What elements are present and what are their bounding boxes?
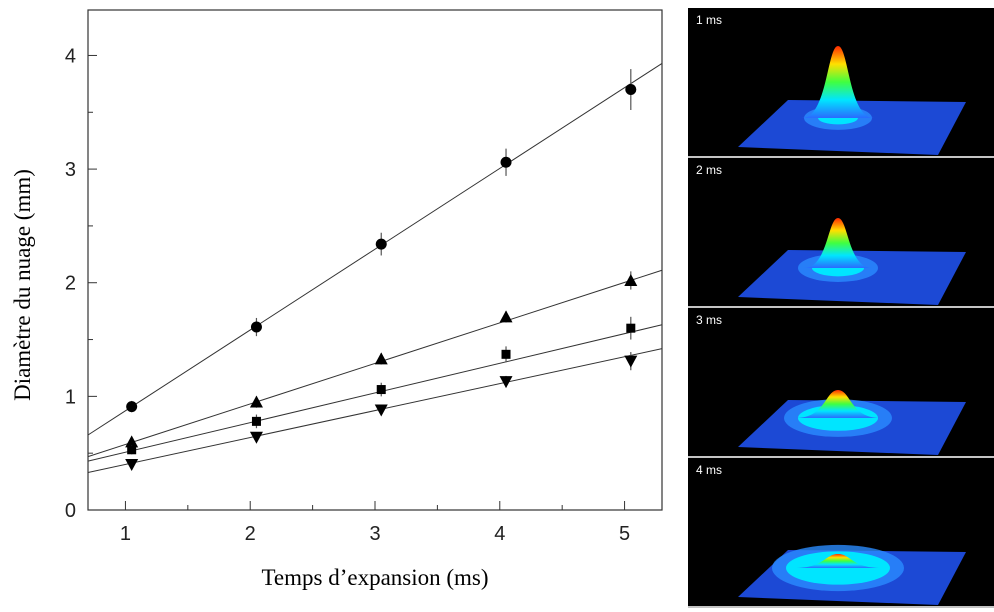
marker [127, 445, 137, 455]
marker [625, 84, 637, 96]
panel-label: 2 ms [696, 163, 722, 177]
marker [126, 401, 138, 413]
image-panel: 3 ms [688, 308, 994, 458]
y-tick-label: 1 [65, 386, 76, 408]
image-panel: 1 ms [688, 8, 994, 158]
fit-line [87, 62, 663, 436]
marker [499, 310, 513, 323]
marker [376, 385, 386, 395]
marker [375, 238, 387, 250]
marker [626, 323, 636, 333]
marker [501, 349, 511, 359]
y-tick-label: 0 [65, 500, 76, 522]
marker [249, 431, 263, 444]
panel-label: 4 ms [696, 463, 722, 477]
image-panel: 4 ms [688, 458, 994, 608]
plot-frame [87, 9, 663, 511]
marker [250, 321, 262, 333]
x-tick-label: 4 [494, 523, 505, 545]
marker [624, 273, 638, 286]
y-axis-title: Diamètre du nuage (mm) [10, 169, 35, 401]
marker [374, 404, 388, 417]
marker [249, 395, 263, 408]
fit-line [87, 348, 663, 473]
peak [802, 46, 874, 118]
x-tick-label: 1 [120, 523, 131, 545]
peak [796, 390, 880, 418]
fit-line [87, 269, 663, 458]
y-tick-label: 3 [65, 159, 76, 181]
marker [374, 352, 388, 365]
y-tick-label: 2 [65, 273, 76, 295]
marker [251, 416, 261, 426]
y-tick-label: 4 [65, 45, 76, 67]
panel-label: 1 ms [696, 13, 722, 27]
x-tick-label: 3 [369, 523, 380, 545]
x-axis-title: Temps d’expansion (ms) [261, 565, 488, 590]
marker [125, 459, 139, 472]
marker [125, 435, 139, 448]
x-tick-label: 5 [619, 523, 630, 545]
peak [804, 218, 872, 268]
marker [499, 376, 513, 389]
x-tick-label: 2 [245, 523, 256, 545]
peak [794, 554, 882, 568]
panel-label: 3 ms [696, 313, 722, 327]
marker [624, 355, 638, 368]
fit-line [87, 324, 663, 462]
image-panel: 2 ms [688, 158, 994, 308]
marker [500, 156, 512, 168]
